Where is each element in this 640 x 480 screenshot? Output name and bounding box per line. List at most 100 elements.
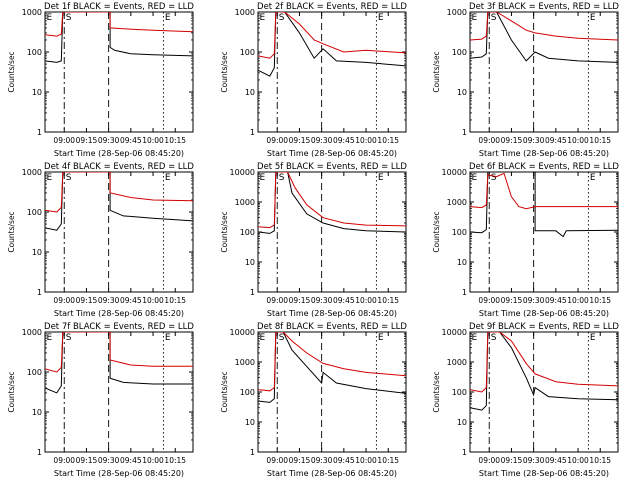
x-tick-label: 09:30 — [311, 296, 333, 305]
y-tick-label: 10 — [245, 258, 255, 267]
x-tick-label: 10:00 — [355, 136, 377, 145]
event-marker-label: E — [47, 333, 53, 343]
plot-frame — [44, 11, 194, 133]
events-series-line — [470, 12, 618, 63]
plot-frame — [469, 171, 619, 293]
y-axis-label: Counts/sec — [7, 371, 16, 412]
x-tick-label: 09:45 — [120, 456, 142, 465]
events-series-line — [258, 332, 406, 403]
x-tick-label: 09:15 — [289, 296, 311, 305]
x-axis-label: Start Time (28-Sep-06 08:45:20) — [54, 309, 184, 318]
y-tick-label: 100 — [452, 388, 467, 397]
x-tick-label: 10:00 — [142, 296, 164, 305]
y-tick-label: 100 — [240, 228, 255, 237]
events-series-line — [258, 172, 406, 234]
x-tick-label: 10:15 — [377, 136, 399, 145]
x-tick-label: 10:15 — [589, 456, 611, 465]
y-tick-label: 10 — [32, 248, 42, 257]
y-tick-label: 10 — [457, 418, 467, 427]
x-tick-label: 09:15 — [289, 456, 311, 465]
event-marker-label: E — [165, 173, 171, 183]
detector-panel: Det 1f BLACK = Events, RED = LLD Counts/s… — [7, 2, 194, 158]
x-tick-label: 09:45 — [120, 296, 142, 305]
y-tick-label: 1000 — [22, 328, 42, 337]
y-tick-label: 10 — [245, 418, 255, 427]
events-series-line — [470, 172, 618, 238]
events-series-line — [258, 12, 406, 77]
x-tick-label: 09:00 — [53, 296, 75, 305]
event-marker-label: E — [260, 13, 266, 23]
y-tick-label: 100 — [240, 388, 255, 397]
y-tick-label: 100 — [240, 48, 255, 57]
event-marker-label: E — [47, 173, 53, 183]
y-tick-label: 1 — [250, 288, 255, 297]
y-tick-label: 1000 — [22, 168, 42, 177]
events-series-line — [45, 172, 193, 231]
y-tick-label: 1000 — [235, 358, 255, 367]
events-series-line — [470, 332, 618, 411]
event-marker-label: S — [279, 13, 285, 23]
panel-title: Det 3f BLACK = Events, RED = LLD — [469, 2, 619, 12]
x-tick-label: 09:30 — [523, 136, 545, 145]
event-marker-label: S — [491, 333, 497, 343]
events-series-line — [45, 12, 193, 63]
x-tick-label: 09:15 — [501, 136, 523, 145]
panel-title: Det 5f BLACK = Events, RED = LLD — [257, 162, 407, 172]
event-marker-label: S — [491, 13, 497, 23]
y-tick-label: 100 — [452, 48, 467, 57]
y-axis-label: Counts/sec — [432, 51, 441, 92]
x-axis-label: Start Time (28-Sep-06 08:45:20) — [54, 469, 184, 478]
x-tick-label: 10:15 — [377, 296, 399, 305]
panel-title: Det 6f BLACK = Events, RED = LLD — [469, 162, 619, 172]
y-tick-label: 100 — [27, 208, 42, 217]
x-axis-label: Start Time (28-Sep-06 08:45:20) — [479, 149, 609, 158]
event-marker-label: S — [491, 173, 497, 183]
event-marker-label: S — [279, 173, 285, 183]
x-tick-label: 09:15 — [501, 456, 523, 465]
x-tick-label: 09:00 — [266, 136, 288, 145]
x-tick-label: 09:30 — [311, 136, 333, 145]
event-marker-label: S — [66, 13, 72, 23]
detector-panel: Det 2f BLACK = Events, RED = LLD Counts/s… — [220, 2, 407, 158]
event-marker-label: E — [472, 13, 478, 23]
x-tick-label: 09:00 — [478, 456, 500, 465]
y-tick-label: 1 — [37, 128, 42, 137]
event-marker-label: E — [590, 13, 596, 23]
x-axis-label: Start Time (28-Sep-06 08:45:20) — [479, 469, 609, 478]
lld-series-line — [45, 332, 193, 373]
detector-panel: Det 6f BLACK = Events, RED = LLD Counts/s… — [432, 162, 619, 318]
y-tick-label: 1 — [250, 448, 255, 457]
x-axis-label: Start Time (28-Sep-06 08:45:20) — [479, 309, 609, 318]
x-axis-label: Start Time (28-Sep-06 08:45:20) — [267, 149, 397, 158]
event-marker-label: S — [66, 333, 72, 343]
x-tick-label: 10:00 — [142, 456, 164, 465]
lld-series-line — [258, 12, 406, 59]
y-tick-label: 100 — [27, 48, 42, 57]
lld-series-line — [258, 332, 406, 392]
y-tick-label: 10000 — [230, 168, 255, 177]
y-tick-label: 10 — [32, 408, 42, 417]
y-tick-label: 1000 — [447, 198, 467, 207]
x-tick-label: 10:00 — [567, 456, 589, 465]
x-tick-label: 09:15 — [76, 296, 98, 305]
y-tick-label: 1000 — [235, 8, 255, 17]
x-tick-label: 10:15 — [164, 296, 186, 305]
detector-panel: Det 8f BLACK = Events, RED = LLD Counts/s… — [220, 322, 407, 478]
detector-panel: Det 3f BLACK = Events, RED = LLD Counts/s… — [432, 2, 619, 158]
y-tick-label: 10000 — [442, 328, 467, 337]
x-tick-label: 10:15 — [589, 136, 611, 145]
y-axis-label: Counts/sec — [432, 371, 441, 412]
event-marker-label: E — [378, 333, 384, 343]
x-tick-label: 09:00 — [53, 136, 75, 145]
panel-title: Det 2f BLACK = Events, RED = LLD — [257, 2, 407, 12]
panel-title: Det 1f BLACK = Events, RED = LLD — [44, 2, 194, 12]
y-tick-label: 1000 — [447, 8, 467, 17]
y-tick-label: 1 — [462, 288, 467, 297]
x-tick-label: 10:00 — [567, 136, 589, 145]
plot-frame — [257, 171, 407, 293]
x-tick-label: 09:45 — [333, 456, 355, 465]
x-axis-label: Start Time (28-Sep-06 08:45:20) — [267, 469, 397, 478]
event-marker-label: E — [590, 333, 596, 343]
y-tick-label: 10 — [457, 88, 467, 97]
